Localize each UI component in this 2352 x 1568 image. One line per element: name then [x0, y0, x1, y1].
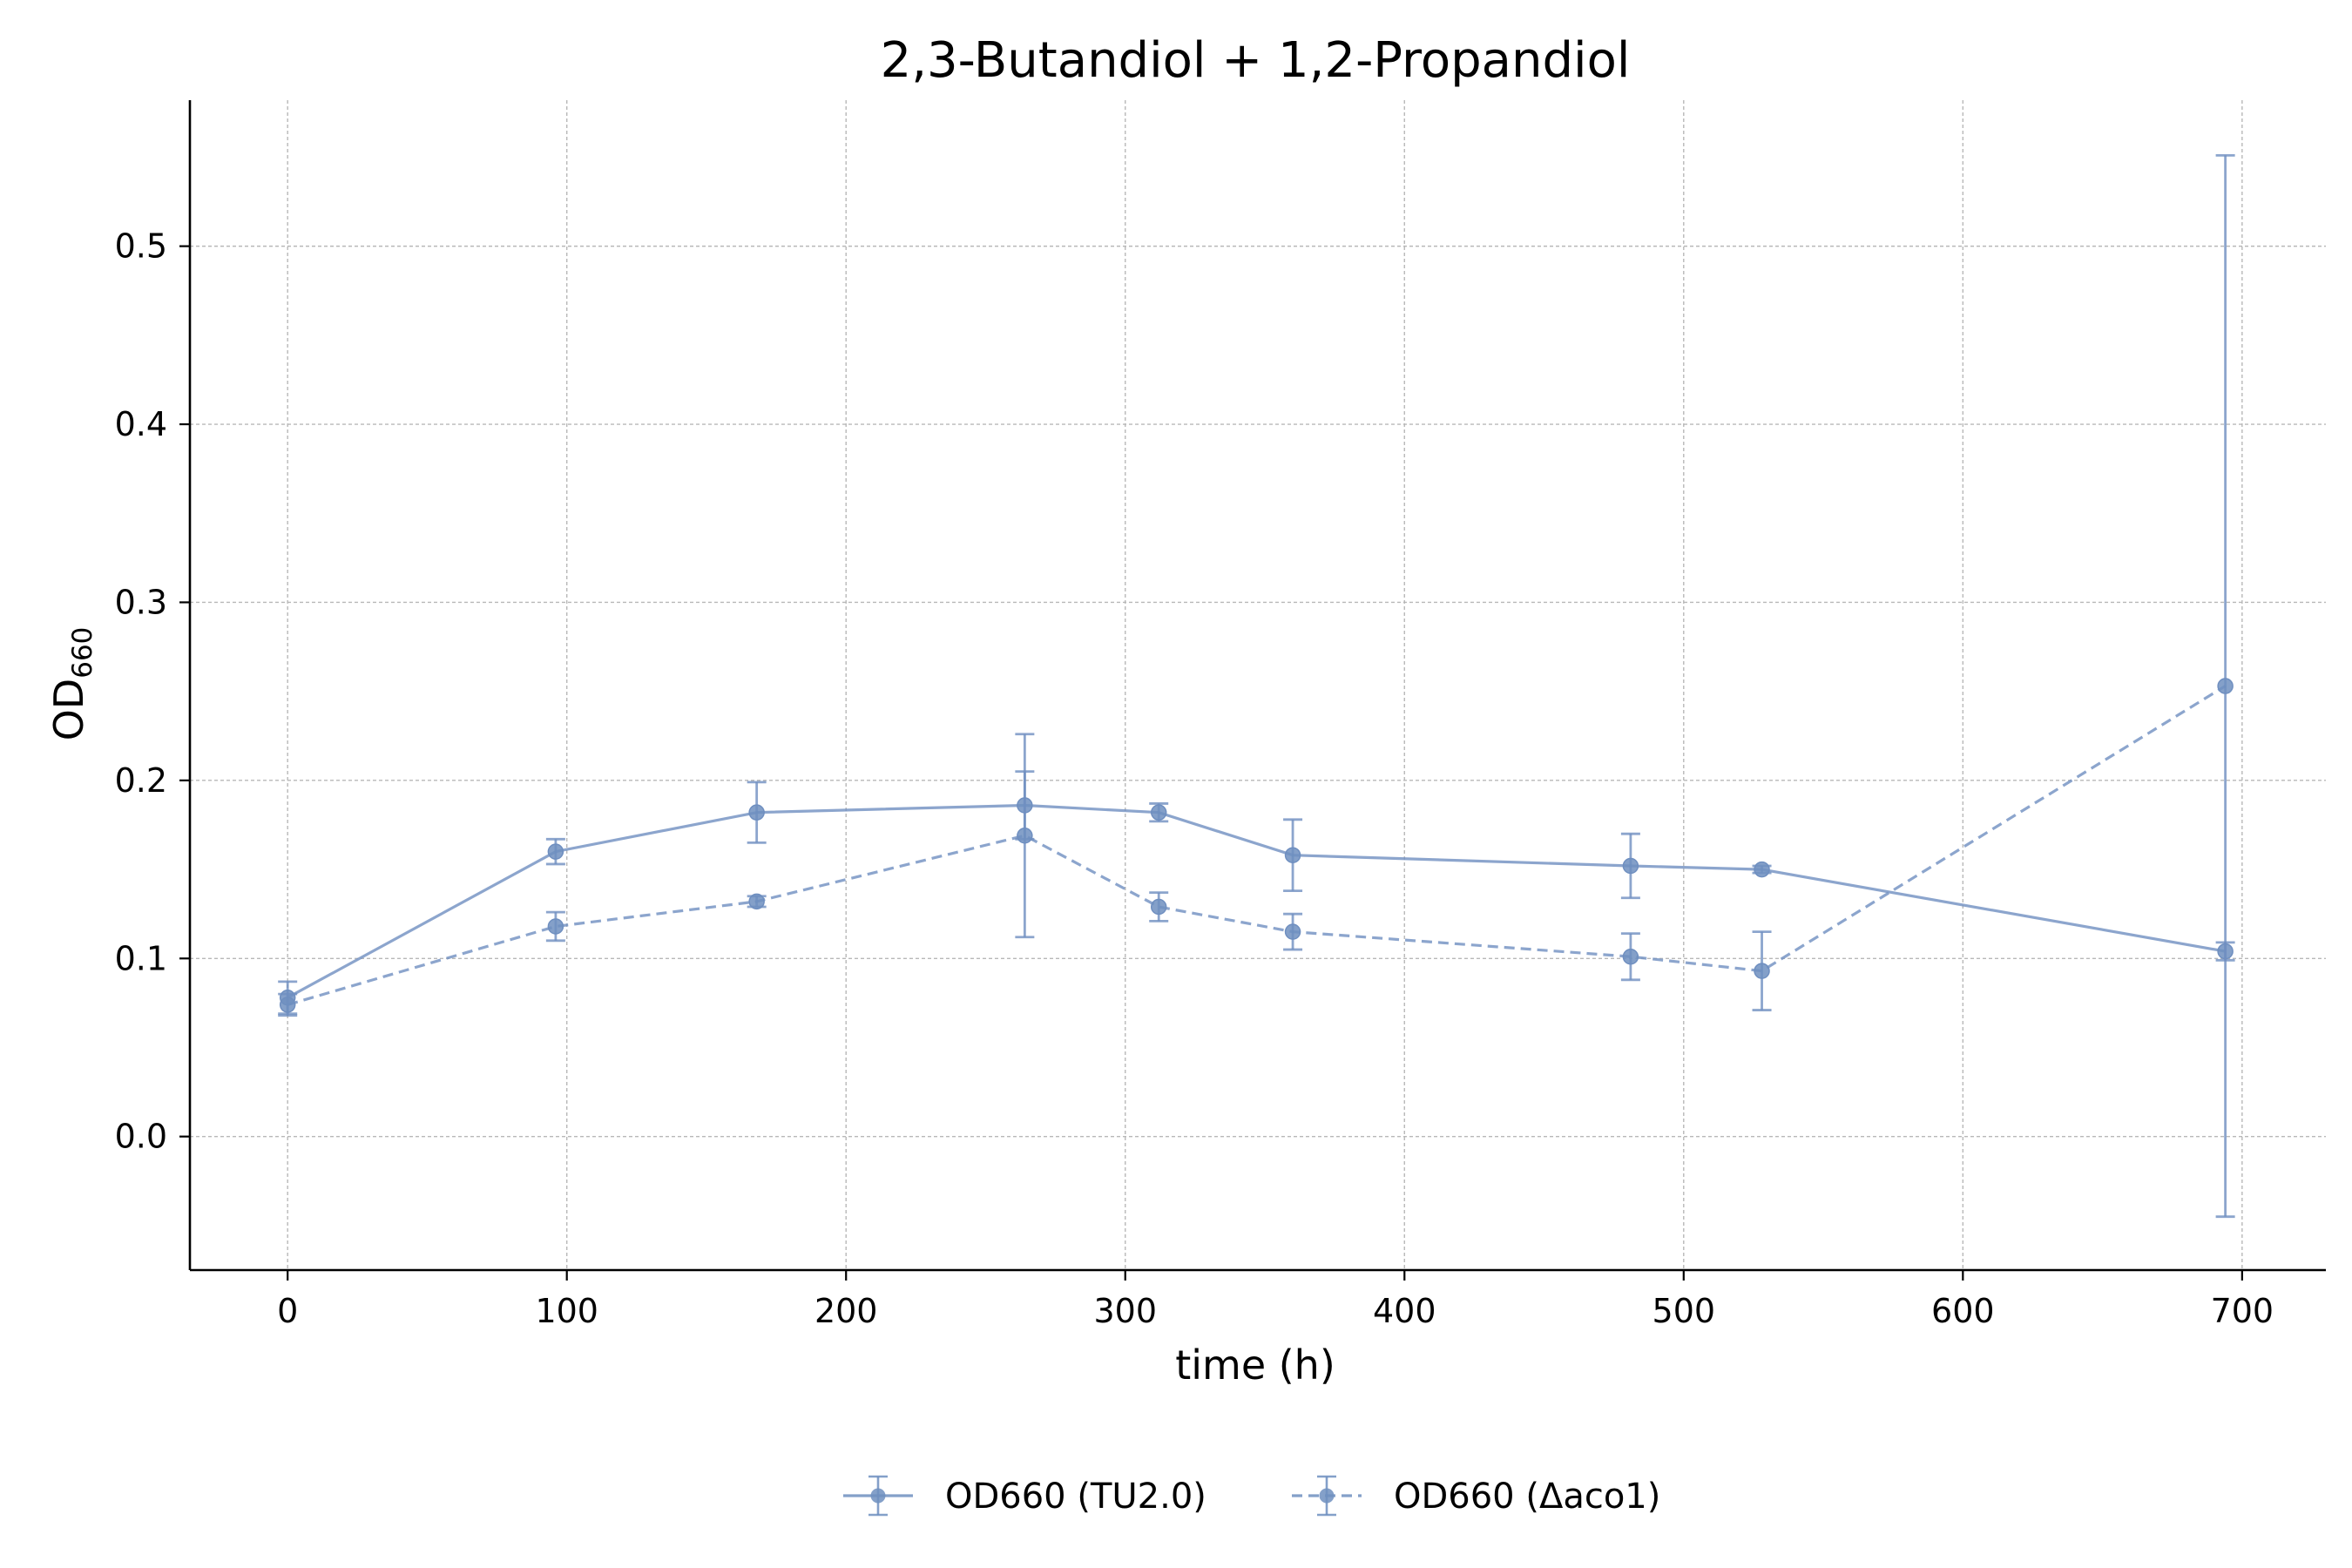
data-point: [1754, 963, 1770, 979]
axes: [188, 100, 2326, 1272]
x-tick-label: 600: [1931, 1292, 1995, 1330]
data-point: [1754, 861, 1770, 878]
legend-entry: OD660 (Δaco1): [1292, 1475, 1660, 1517]
data-point: [1150, 898, 1167, 916]
legend: OD660 (TU2.0) OD660 (Δaco1): [843, 1475, 1660, 1517]
data-point: [1150, 804, 1167, 821]
series-2: [278, 153, 2235, 1219]
x-axis-label: time (h): [1175, 1342, 1335, 1389]
data-point: [547, 918, 564, 935]
data-point: [1017, 827, 1033, 844]
legend-marker: [1319, 1488, 1335, 1504]
series-line: [287, 685, 2227, 1006]
data-point: [748, 804, 765, 821]
series-line: [287, 803, 2226, 999]
y-axis-label-subscript: 660: [67, 627, 98, 679]
y-tick-label: 0.5: [115, 227, 167, 266]
chart-title: 2,3-Butandiol + 1,2-Propandiol: [881, 32, 1631, 89]
x-tick-label: 700: [2211, 1292, 2274, 1330]
x-tick-label: 100: [535, 1292, 598, 1330]
series-1: [278, 770, 2235, 1016]
data-point: [547, 843, 564, 860]
data-point: [1622, 857, 1639, 875]
x-axis-ticks: 0 100 200 300 400 500 600 700: [277, 1270, 2274, 1330]
y-axis-label: OD660: [45, 627, 98, 741]
y-axis-label-main: OD: [45, 679, 92, 741]
y-tick-label: 0.0: [115, 1118, 167, 1156]
legend-marker: [870, 1488, 886, 1504]
legend-entry: OD660 (TU2.0): [843, 1475, 1206, 1517]
data-point: [2217, 678, 2234, 694]
series-group: [278, 153, 2235, 1219]
x-tick-label: 200: [814, 1292, 878, 1330]
y-tick-label: 0.4: [115, 405, 167, 443]
x-tick-label: 500: [1652, 1292, 1716, 1330]
data-point: [1622, 948, 1639, 965]
data-point: [748, 893, 765, 910]
y-tick-label: 0.2: [115, 761, 167, 800]
legend-label: OD660 (TU2.0): [945, 1477, 1206, 1517]
grid: [190, 100, 2326, 1270]
legend-label: OD660 (Δaco1): [1394, 1477, 1660, 1517]
x-tick-label: 300: [1093, 1292, 1157, 1330]
x-tick-label: 400: [1373, 1292, 1436, 1330]
data-point: [1284, 923, 1301, 940]
x-tick-label: 0: [277, 1292, 298, 1330]
data-point: [279, 997, 296, 1013]
y-tick-label: 0.3: [115, 583, 167, 621]
y-tick-label: 0.1: [115, 939, 167, 977]
data-point: [1284, 847, 1301, 863]
y-axis-ticks: 0.0 0.1 0.2 0.3 0.4 0.5: [115, 227, 190, 1156]
